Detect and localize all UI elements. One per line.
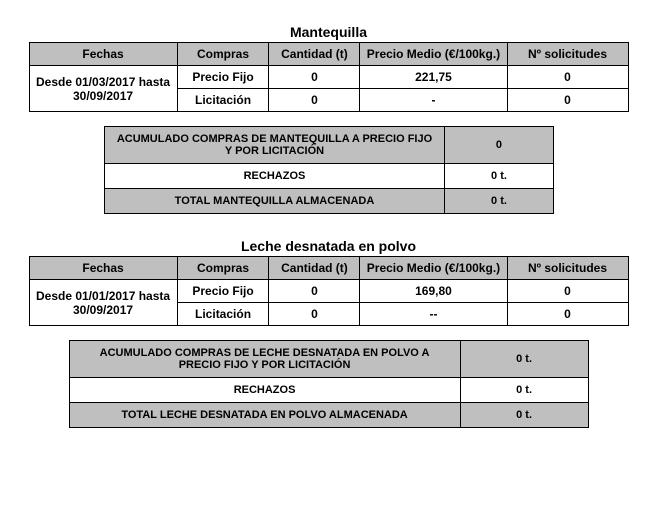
header-fechas: Fechas xyxy=(29,257,177,280)
mantequilla-table: Fechas Compras Cantidad (t) Precio Medio… xyxy=(29,42,629,112)
leche-row-precio: 169,80 xyxy=(360,280,507,303)
leche-row-compras: Precio Fijo xyxy=(177,280,269,303)
summary-label: RECHAZOS xyxy=(69,378,460,403)
mantequilla-row-cantidad: 0 xyxy=(269,66,360,89)
leche-row-sol: 0 xyxy=(507,303,628,326)
leche-row-sol: 0 xyxy=(507,280,628,303)
mantequilla-row-precio: 221,75 xyxy=(360,66,507,89)
mantequilla-summary: ACUMULADO COMPRAS DE MANTEQUILLA A PRECI… xyxy=(104,126,554,214)
summary-label: TOTAL LECHE DESNATADA EN POLVO ALMACENAD… xyxy=(69,403,460,428)
header-compras: Compras xyxy=(177,257,269,280)
header-fechas: Fechas xyxy=(29,43,177,66)
leche-title: Leche desnatada en polvo xyxy=(25,238,632,254)
summary-label: ACUMULADO COMPRAS DE MANTEQUILLA A PRECI… xyxy=(104,127,445,164)
summary-value: 0 t. xyxy=(445,189,553,214)
header-precio: Precio Medio (€/100kg.) xyxy=(360,43,507,66)
header-precio: Precio Medio (€/100kg.) xyxy=(360,257,507,280)
leche-row-cantidad: 0 xyxy=(269,280,360,303)
mantequilla-row-compras: Licitación xyxy=(177,89,269,112)
mantequilla-row-cantidad: 0 xyxy=(269,89,360,112)
summary-value: 0 t. xyxy=(460,378,588,403)
header-cantidad: Cantidad (t) xyxy=(269,43,360,66)
leche-table: Fechas Compras Cantidad (t) Precio Medio… xyxy=(29,256,629,326)
summary-value: 0 xyxy=(445,127,553,164)
leche-fechas: Desde 01/01/2017 hasta 30/09/2017 xyxy=(29,280,177,326)
mantequilla-row-sol: 0 xyxy=(507,89,628,112)
summary-label: RECHAZOS xyxy=(104,164,445,189)
header-compras: Compras xyxy=(177,43,269,66)
header-cantidad: Cantidad (t) xyxy=(269,257,360,280)
mantequilla-title: Mantequilla xyxy=(25,24,632,40)
mantequilla-fechas: Desde 01/03/2017 hasta 30/09/2017 xyxy=(29,66,177,112)
header-solicitudes: Nº solicitudes xyxy=(507,43,628,66)
leche-row-cantidad: 0 xyxy=(269,303,360,326)
summary-value: 0 t. xyxy=(460,341,588,378)
summary-value: 0 t. xyxy=(460,403,588,428)
mantequilla-row-precio: - xyxy=(360,89,507,112)
mantequilla-row-sol: 0 xyxy=(507,66,628,89)
header-solicitudes: Nº solicitudes xyxy=(507,257,628,280)
summary-label: ACUMULADO COMPRAS DE LECHE DESNATADA EN … xyxy=(69,341,460,378)
summary-label: TOTAL MANTEQUILLA ALMACENADA xyxy=(104,189,445,214)
mantequilla-row-compras: Precio Fijo xyxy=(177,66,269,89)
summary-value: 0 t. xyxy=(445,164,553,189)
leche-summary: ACUMULADO COMPRAS DE LECHE DESNATADA EN … xyxy=(69,340,589,428)
leche-row-precio: -- xyxy=(360,303,507,326)
leche-row-compras: Licitación xyxy=(177,303,269,326)
